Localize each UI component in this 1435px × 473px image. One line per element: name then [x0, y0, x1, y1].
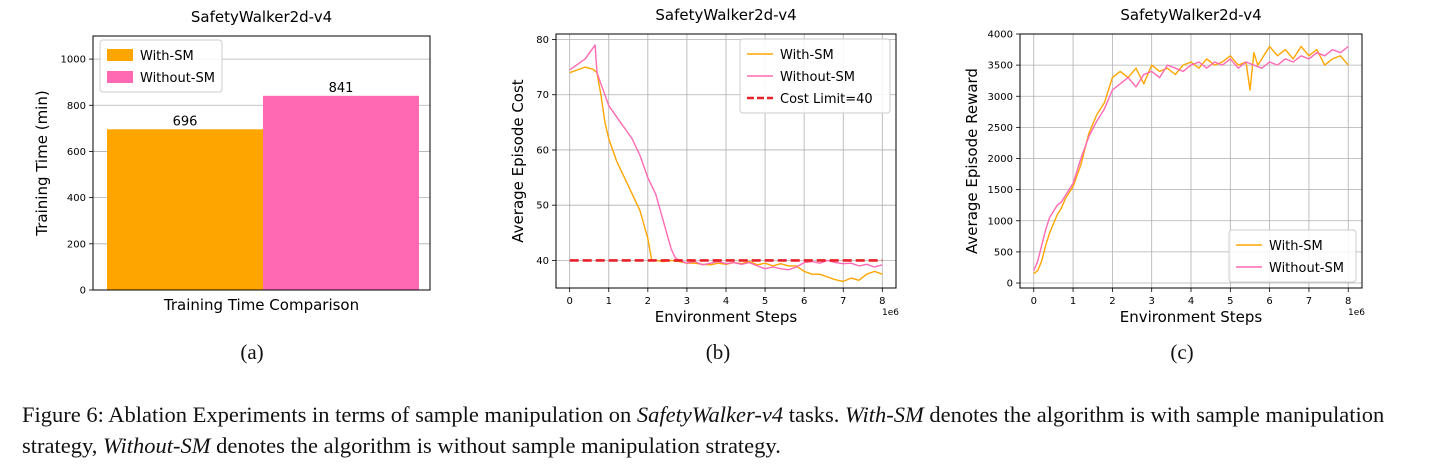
bar-value-label: 841 — [329, 81, 354, 96]
y-tick-label: 1500 — [988, 185, 1013, 196]
caption-text-2: tasks. — [783, 402, 845, 427]
x-tick-label: 2 — [1109, 296, 1115, 307]
x-tick-label: 0 — [1031, 296, 1037, 307]
legend-label: With-SM — [780, 48, 834, 63]
x-tick-label: 7 — [1306, 296, 1312, 307]
x-tick-label: 6 — [1266, 296, 1272, 307]
y-tick-label: 1000 — [61, 55, 86, 66]
y-tick-label: 400 — [67, 193, 86, 204]
y-tick-label: 60 — [536, 145, 549, 156]
sublabel-b: (b) — [705, 340, 731, 364]
caption-text-4: denotes the algorithm is without sample … — [210, 433, 781, 458]
sublabel-a: (a) — [240, 340, 264, 364]
y-axis-label: Average Episode Cost — [509, 79, 527, 243]
y-tick-label: 800 — [67, 101, 86, 112]
chart-title: SafetyWalker2d-v4 — [1120, 6, 1261, 24]
x-tick-label: 3 — [1149, 296, 1155, 307]
legend-label: Without-SM — [1269, 261, 1344, 276]
legend-label: Without-SM — [780, 70, 855, 85]
legend-box — [1228, 229, 1357, 283]
x-tick-label: 5 — [1227, 296, 1233, 307]
y-tick-label: 3000 — [988, 92, 1013, 103]
legend-label: With-SM — [140, 49, 194, 64]
legend-label: Without-SM — [140, 71, 215, 86]
y-tick-label: 0 — [1007, 279, 1013, 290]
legend-swatch — [107, 71, 133, 83]
chart-title: SafetyWalker2d-v4 — [655, 6, 796, 24]
series-line-with-sm — [569, 66, 883, 283]
bar-with-sm — [107, 129, 263, 290]
legend-swatch — [107, 49, 133, 61]
x-tick-label: 4 — [723, 296, 729, 307]
axes-frame — [555, 33, 897, 289]
caption-text-3: denotes the algorithm is with sample man… — [22, 402, 1385, 458]
y-tick-label: 70 — [536, 90, 549, 101]
y-tick-label: 2500 — [988, 123, 1013, 134]
x-tick-label: 3 — [684, 296, 690, 307]
figure-caption: Figure 6: Ablation Experiments in terms … — [22, 399, 1427, 461]
chart-a: 0 200 400 600 800 1000 696 841 SafetyWalker2d-v4… — [33, 8, 431, 314]
x-tick-label: 6 — [801, 296, 807, 307]
x-tick-label: 1 — [606, 296, 612, 307]
y-tick-label: 1000 — [988, 216, 1013, 227]
series-line-without-sm — [1033, 45, 1349, 271]
x-tick-label: 1 — [1070, 296, 1076, 307]
y-tick-label: 4000 — [988, 30, 1013, 41]
x-axis-label: Environment Steps — [655, 308, 798, 326]
y-tick-label: 0 — [80, 286, 86, 297]
x-tick-label: 8 — [879, 296, 885, 307]
chart-c: 0 500 1000 1500 2000 2500 3000 3500 4000 0 1 2 3 4 5 6 7… — [963, 6, 1365, 326]
bar-without-sm — [263, 95, 419, 291]
caption-italic-1: SafetyWalker-v4 — [636, 402, 784, 427]
caption-italic-3: Without-SM — [103, 433, 211, 458]
x-tick-label: 8 — [1345, 296, 1351, 307]
x-axis-label: Environment Steps — [1120, 308, 1263, 326]
y-tick-label: 500 — [994, 247, 1013, 258]
y-axis-label: Average Episode Reward — [963, 68, 981, 254]
legend-label: Cost Limit=40 — [780, 92, 873, 107]
x-tick-label: 7 — [840, 296, 846, 307]
bar-value-label: 696 — [173, 114, 198, 129]
y-axis-label: Training Time (min) — [33, 90, 51, 236]
y-tick-label: 40 — [536, 256, 549, 267]
y-tick-label: 3500 — [988, 61, 1013, 72]
y-tick-label: 200 — [67, 239, 86, 250]
y-tick-label: 80 — [536, 35, 549, 46]
chart-title: SafetyWalker2d-v4 — [191, 8, 332, 26]
caption-italic-2: With-SM — [844, 402, 924, 427]
axes-frame — [1019, 33, 1363, 289]
y-tick-label: 600 — [67, 147, 86, 158]
y-tick-label: 50 — [536, 201, 549, 212]
x-axis-multiplier: 1e6 — [882, 308, 899, 318]
x-axis-multiplier: 1e6 — [1348, 308, 1365, 318]
x-tick-label: 4 — [1188, 296, 1194, 307]
legend-box — [739, 38, 891, 114]
caption-text-1: Figure 6: Ablation Experiments in terms … — [22, 402, 637, 427]
x-axis-label: Training Time Comparison — [163, 296, 359, 314]
x-tick-label: 2 — [645, 296, 651, 307]
x-tick-label: 0 — [566, 296, 572, 307]
x-tick-label: 5 — [762, 296, 768, 307]
sublabel-c: (c) — [1170, 340, 1194, 364]
legend-label: With-SM — [1269, 239, 1323, 254]
y-tick-label: 2000 — [988, 154, 1013, 165]
axes-frame — [92, 35, 431, 291]
